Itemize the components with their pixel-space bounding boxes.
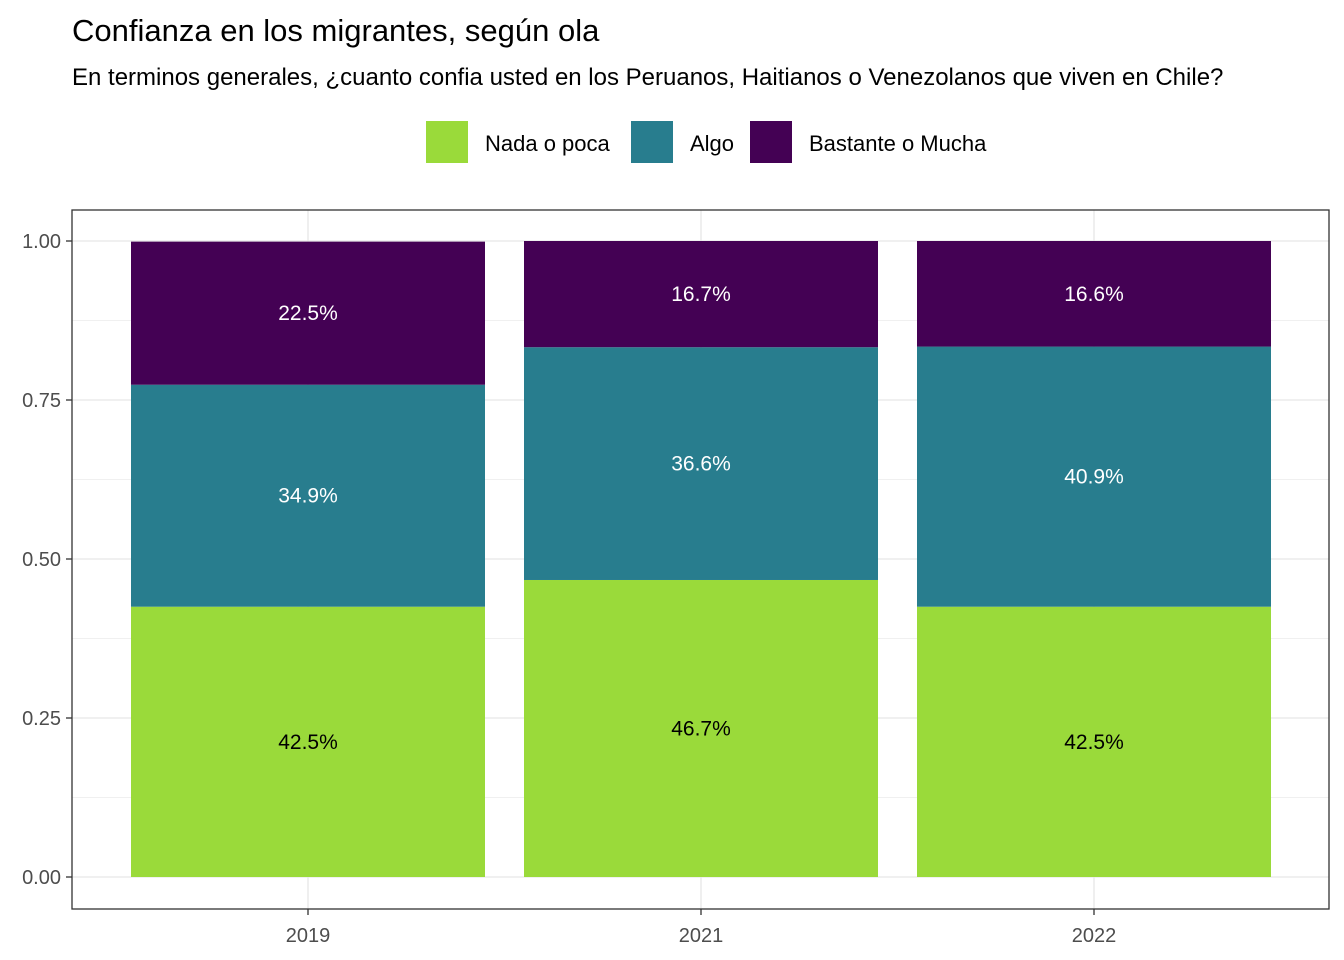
legend-label: Algo <box>690 131 734 156</box>
legend-key <box>426 121 468 163</box>
y-tick-label: 1.00 <box>22 231 61 253</box>
bar-segment <box>917 346 1271 607</box>
bar-value-label: 36.6% <box>671 453 731 476</box>
bar-segment <box>131 241 485 385</box>
bar-value-label: 16.7% <box>671 283 731 306</box>
bar-segment <box>131 606 485 877</box>
bar-segment <box>917 606 1271 877</box>
bar-value-label: 42.5% <box>278 731 338 754</box>
legend: Nada o poca Algo Bastante o Mucha <box>426 121 987 163</box>
y-tick-label: 0.00 <box>22 867 61 889</box>
legend-label: Nada o poca <box>485 131 611 156</box>
x-tick-label: 2022 <box>1072 925 1117 947</box>
y-tick-label: 0.25 <box>22 708 61 730</box>
bar-segment <box>524 579 878 877</box>
chart-subtitle: En terminos generales, ¿cuanto confia us… <box>72 64 1223 91</box>
bar-segment <box>131 384 485 607</box>
bar-value-label: 46.7% <box>671 717 731 740</box>
bar-value-label: 16.6% <box>1064 283 1124 306</box>
chart-title: Confianza en los migrantes, según ola <box>72 13 600 48</box>
bar-value-label: 42.5% <box>1064 731 1124 754</box>
x-tick-label: 2021 <box>679 925 724 947</box>
legend-label: Bastante o Mucha <box>809 131 987 156</box>
legend-key <box>631 121 673 163</box>
bar-segment <box>524 347 878 580</box>
y-tick-label: 0.50 <box>22 549 61 571</box>
plot-area: 42.5% 34.9% 22.5% 46.7% 36.6% 16.7% 42.5% 40.9%… <box>22 209 1330 947</box>
x-tick-label: 2019 <box>286 925 331 947</box>
bar-value-label: 34.9% <box>278 485 338 508</box>
bar-segment <box>917 241 1271 347</box>
bar-value-label: 40.9% <box>1064 466 1124 489</box>
y-tick-label: 0.75 <box>22 390 61 412</box>
legend-key <box>750 121 792 163</box>
bar-segment <box>524 241 878 348</box>
bar-value-label: 22.5% <box>278 302 338 325</box>
